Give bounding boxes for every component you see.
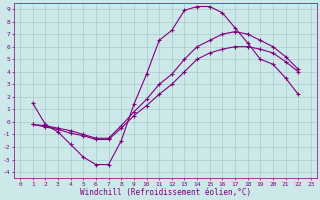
X-axis label: Windchill (Refroidissement éolien,°C): Windchill (Refroidissement éolien,°C) (80, 188, 251, 197)
